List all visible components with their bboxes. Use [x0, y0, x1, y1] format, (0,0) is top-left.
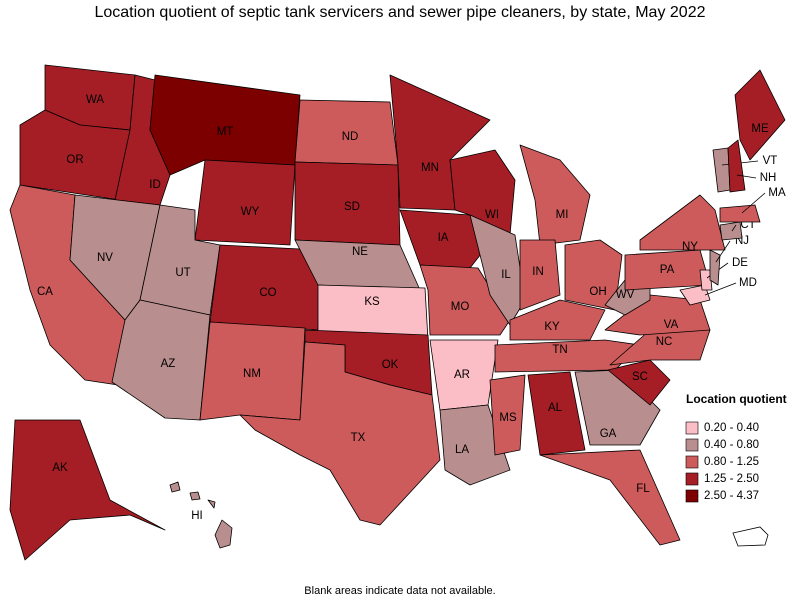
state	[527, 371, 586, 456]
state	[239, 341, 441, 526]
map-title: Location quotient of septic tank service…	[94, 4, 705, 21]
state-label: OR	[66, 154, 83, 166]
legend-label: 2.50 - 4.37	[704, 490, 759, 502]
state-label: MD	[739, 277, 757, 289]
state	[699, 269, 713, 291]
state-label: AZ	[161, 358, 176, 370]
state-label: ND	[342, 131, 359, 143]
leader-line	[715, 240, 731, 263]
state-label: SD	[344, 201, 360, 213]
state-label: MA	[768, 187, 786, 199]
state-label: CA	[37, 286, 53, 298]
state-label: OH	[589, 286, 606, 298]
state	[727, 139, 746, 193]
legend-swatch	[685, 421, 699, 435]
legend: Location quotient 0.20 - 0.40 0.40 - 0.80…	[685, 392, 787, 503]
state-label: NC	[656, 336, 673, 348]
state	[719, 204, 761, 223]
state-label: CO	[259, 287, 276, 299]
leader-line	[741, 192, 766, 214]
state-label: TN	[552, 344, 567, 356]
state	[399, 209, 489, 269]
note: Blank areas indicate data not available.	[304, 585, 495, 597]
state-label: PA	[660, 264, 675, 276]
state-label: WA	[86, 94, 104, 106]
state-label: AL	[548, 402, 563, 414]
state	[469, 214, 526, 326]
state	[519, 239, 561, 311]
state-label: NV	[97, 252, 113, 264]
state-label: SC	[632, 371, 648, 383]
state-label: KY	[544, 321, 560, 333]
state	[639, 194, 726, 251]
state-label: IL	[501, 269, 511, 281]
state-label: MO	[451, 301, 470, 313]
state-label: GA	[600, 428, 617, 440]
state-label: VT	[763, 155, 778, 167]
legend-label: 0.20 - 0.40	[704, 422, 759, 434]
state-label: MT	[217, 126, 234, 138]
legend-label: 1.25 - 2.50	[704, 473, 759, 485]
state-label: MS	[499, 412, 517, 424]
state-label: UT	[175, 267, 190, 279]
state	[734, 69, 786, 161]
state-label: WY	[241, 206, 260, 218]
legend-swatch	[685, 472, 699, 486]
state-label: TX	[351, 432, 366, 444]
state-label: NY	[682, 241, 698, 253]
leader-line	[731, 224, 737, 232]
state	[607, 359, 671, 406]
state	[509, 299, 606, 341]
state	[709, 249, 721, 286]
state-label: OK	[382, 359, 399, 371]
state-label: NH	[760, 172, 777, 184]
legend-label: 0.40 - 0.80	[704, 439, 759, 451]
state-label: ID	[149, 179, 161, 191]
state-label: ME	[751, 123, 769, 135]
state	[519, 144, 591, 246]
leader-line	[704, 282, 737, 296]
legend-swatch	[685, 489, 699, 503]
state-label: MN	[421, 162, 439, 174]
state-label: NM	[243, 368, 261, 380]
puerto-rico	[732, 526, 769, 547]
state-label: AK	[52, 462, 68, 474]
state	[539, 449, 681, 546]
state	[719, 221, 743, 241]
state	[149, 74, 301, 176]
states: WA OR CA ID NV MT WY UT AZ CO NM ND SD NE KS OK TX MN IA MO…	[9, 64, 786, 561]
state-label: IN	[532, 266, 544, 278]
state-label: VA	[664, 319, 679, 331]
legend-swatch	[685, 438, 699, 452]
state	[9, 419, 166, 561]
state	[419, 264, 511, 336]
state	[111, 299, 211, 421]
state	[194, 159, 296, 246]
state-label: DE	[732, 257, 748, 269]
state	[609, 329, 711, 366]
state	[489, 374, 526, 456]
legend-title: Location quotient	[686, 392, 787, 406]
state-label: IA	[438, 232, 449, 244]
state-label: KS	[364, 296, 380, 308]
legend-swatch	[685, 455, 699, 469]
state-label: NE	[352, 246, 368, 258]
leader-line	[736, 174, 757, 179]
state	[169, 481, 233, 549]
state-label: AR	[454, 369, 470, 381]
state	[712, 147, 731, 193]
state-label: LA	[455, 444, 469, 456]
state	[439, 404, 511, 486]
state-label: WV	[616, 289, 635, 301]
state-label: HI	[191, 510, 203, 522]
state-label: FL	[636, 483, 650, 495]
state-label: WI	[485, 209, 499, 221]
state-label: MI	[556, 209, 569, 221]
legend-label: 0.80 - 1.25	[704, 456, 759, 468]
state	[564, 239, 623, 311]
